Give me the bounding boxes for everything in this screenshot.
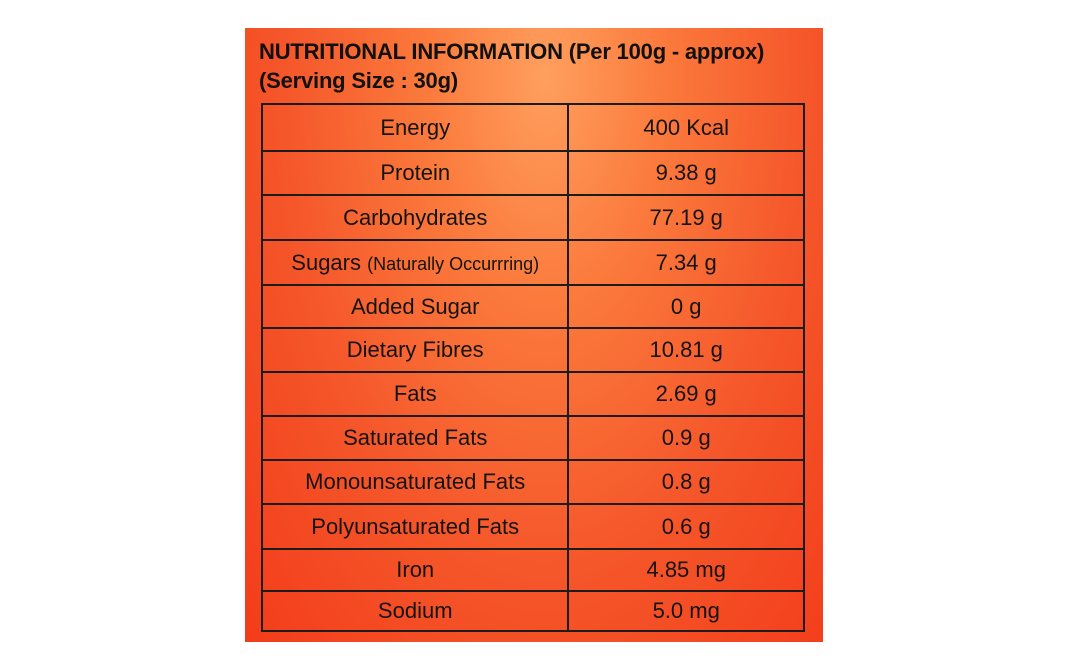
nutrient-amount-cell: 2.69 g xyxy=(567,371,805,417)
nutrient-name-cell: Sugars (Naturally Occurrring) xyxy=(260,239,570,286)
table-row: Saturated Fats 0.9 g xyxy=(260,415,805,461)
nutrient-name: Energy xyxy=(380,114,451,140)
nutrient-amount: 7.34 g xyxy=(655,249,717,275)
table-row: Carbohydrates 77.19 g xyxy=(260,194,805,241)
serving-size: (Serving Size : 30g) xyxy=(259,68,458,93)
table-row: Dietary Fibres 10.81 g xyxy=(260,327,805,373)
nutrient-name: Sodium xyxy=(377,598,453,623)
nutrient-name-cell: Monounsaturated Fats xyxy=(260,459,570,505)
table-row: Iron 4.85 mg xyxy=(260,548,805,592)
nutrient-name: Carbohydrates xyxy=(343,204,488,230)
nutrient-name: Sugars xyxy=(291,249,361,275)
table-row: Sodium 5.0 mg xyxy=(260,590,805,632)
nutrient-amount: 4.85 mg xyxy=(646,557,726,582)
nutrient-amount: 9.38 g xyxy=(655,160,717,185)
nutrient-name-cell: Sodium xyxy=(260,590,570,632)
nutrient-name-cell: Protein xyxy=(260,150,570,196)
nutrient-amount-cell: 5.0 mg xyxy=(567,590,805,632)
nutrient-amount: 0.9 g xyxy=(661,425,711,450)
nutrient-amount: 77.19 g xyxy=(649,204,723,230)
nutrient-amount-cell: 0.9 g xyxy=(567,415,805,461)
nutrition-table: Energy 400 Kcal Protein 9.38 g Carbohydrates… xyxy=(260,103,805,632)
nutrient-note: (Naturally Occurrring) xyxy=(367,253,540,274)
nutrient-name: Polyunsaturated Fats xyxy=(311,513,520,539)
table-row: Polyunsaturated Fats 0.6 g xyxy=(260,503,805,550)
nutrient-name: Iron xyxy=(396,557,435,582)
nutrition-heading: NUTRITIONAL INFORMATION (Per 100g - appr… xyxy=(259,37,764,95)
nutrient-amount: 0.8 g xyxy=(661,469,711,494)
nutrient-name: Protein xyxy=(380,160,451,185)
nutrient-amount-cell: 77.19 g xyxy=(567,194,805,241)
table-row: Fats 2.69 g xyxy=(260,371,805,417)
nutrient-name: Added Sugar xyxy=(351,293,480,319)
nutrient-name-cell: Energy xyxy=(260,103,570,152)
nutrient-name: Fats xyxy=(393,381,437,406)
nutrient-amount-cell: 10.81 g xyxy=(567,327,805,373)
nutrient-amount-cell: 7.34 g xyxy=(567,239,805,286)
nutrient-amount-cell: 0.6 g xyxy=(567,503,805,550)
nutrition-table-body: Energy 400 Kcal Protein 9.38 g Carbohydrates… xyxy=(260,103,805,632)
nutrient-amount-cell: 0.8 g xyxy=(567,459,805,505)
table-row: Protein 9.38 g xyxy=(260,150,805,196)
nutrition-label-panel: NUTRITIONAL INFORMATION (Per 100g - appr… xyxy=(245,28,823,642)
nutrient-name-cell: Polyunsaturated Fats xyxy=(260,503,570,550)
nutrient-name-cell: Saturated Fats xyxy=(260,415,570,461)
nutrient-name: Monounsaturated Fats xyxy=(305,469,526,494)
nutrient-name-cell: Added Sugar xyxy=(260,284,570,329)
nutrient-name-cell: Carbohydrates xyxy=(260,194,570,241)
nutrient-amount-cell: 0 g xyxy=(567,284,805,329)
nutrient-amount: 0 g xyxy=(670,293,702,319)
nutrient-name-cell: Fats xyxy=(260,371,570,417)
table-row: Energy 400 Kcal xyxy=(260,103,805,152)
table-row: Sugars (Naturally Occurrring) 7.34 g xyxy=(260,239,805,286)
nutrient-name-cell: Dietary Fibres xyxy=(260,327,570,373)
nutrient-name: Dietary Fibres xyxy=(346,337,484,362)
nutrient-name: Saturated Fats xyxy=(343,425,488,450)
nutrient-amount-cell: 400 Kcal xyxy=(567,103,805,152)
nutrient-amount: 0.6 g xyxy=(661,513,711,539)
nutrient-amount: 5.0 mg xyxy=(652,598,720,623)
table-row: Monounsaturated Fats 0.8 g xyxy=(260,459,805,505)
nutrient-amount-cell: 4.85 mg xyxy=(567,548,805,592)
nutrition-title: NUTRITIONAL INFORMATION (Per 100g - appr… xyxy=(259,39,765,64)
nutrient-name-cell: Iron xyxy=(260,548,570,592)
nutrient-amount: 10.81 g xyxy=(649,337,723,362)
nutrient-amount: 2.69 g xyxy=(655,381,717,406)
nutrient-amount-cell: 9.38 g xyxy=(567,150,805,196)
table-row: Added Sugar 0 g xyxy=(260,284,805,329)
nutrient-amount: 400 Kcal xyxy=(643,114,730,140)
